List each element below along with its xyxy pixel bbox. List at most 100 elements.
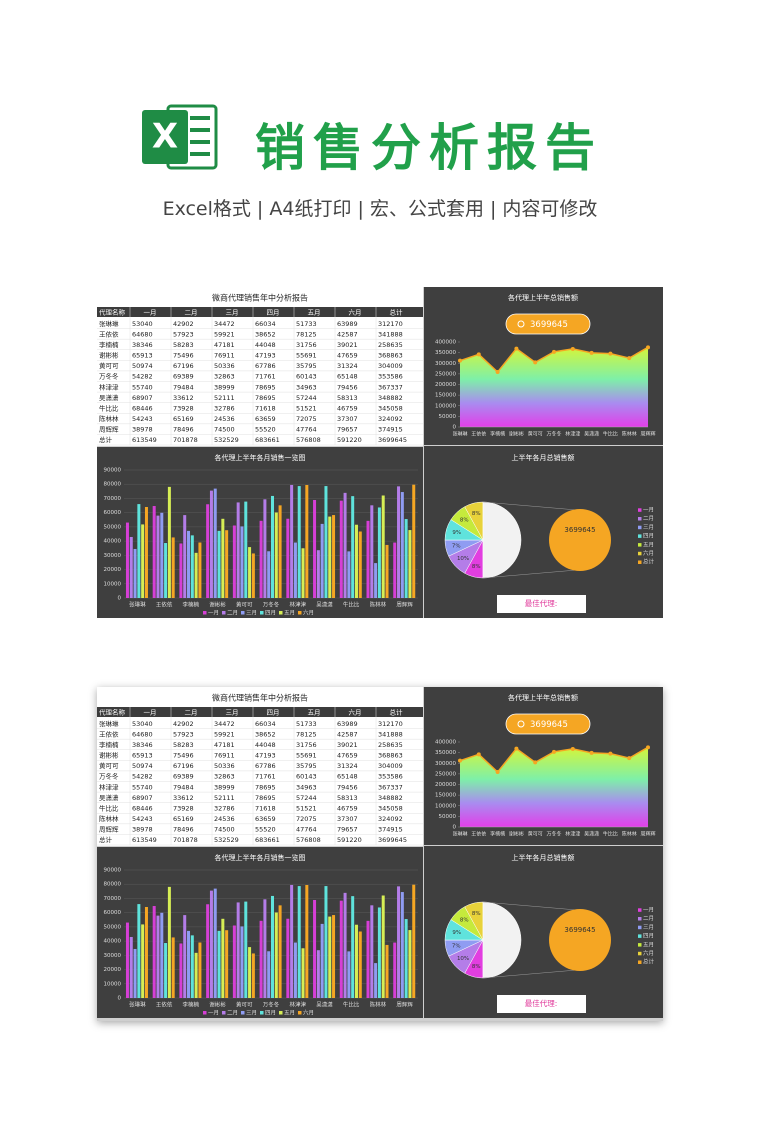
bar xyxy=(408,530,412,598)
table-cell: 32786 xyxy=(214,804,235,812)
point xyxy=(514,346,519,351)
table-cell: 353586 xyxy=(378,373,403,381)
y-tick-label: 100000 xyxy=(435,803,456,809)
legend-swatch xyxy=(638,534,642,538)
legend-swatch xyxy=(203,611,207,615)
badge-value: 3699645 xyxy=(530,720,568,730)
table-cell: 陈林林 xyxy=(99,814,119,823)
bar xyxy=(156,915,160,998)
table-cell: 78496 xyxy=(173,426,194,434)
table-cell: 总计 xyxy=(99,435,113,444)
excel-icon: X xyxy=(142,104,218,170)
bar xyxy=(244,901,248,998)
y-tick-label: 250000 xyxy=(435,371,456,377)
bar xyxy=(236,502,240,598)
bar xyxy=(328,916,332,998)
bar xyxy=(167,486,171,598)
bar xyxy=(141,924,145,998)
legend-swatch xyxy=(222,1011,226,1015)
bar xyxy=(366,920,370,998)
table-cell: 576808 xyxy=(296,836,321,844)
bar xyxy=(232,925,236,998)
legend-swatch xyxy=(203,1011,207,1015)
bar xyxy=(171,937,175,998)
badge-icon xyxy=(517,720,525,728)
x-tick-label: 黄可可 xyxy=(528,831,543,838)
bar xyxy=(343,492,347,598)
y-tick-label: 90000 xyxy=(104,468,122,474)
legend-swatch xyxy=(638,551,642,556)
legend-swatch xyxy=(260,611,264,615)
table-cell: 24536 xyxy=(214,815,235,823)
table-cell: 78695 xyxy=(255,794,276,802)
legend-label: 四月 xyxy=(643,933,654,940)
bar xyxy=(137,904,141,998)
table-cell: 54243 xyxy=(132,815,153,823)
legend-swatch xyxy=(638,525,642,530)
table-cell: 54243 xyxy=(132,415,153,423)
bar xyxy=(293,942,297,998)
table-cell: 周辉辉 xyxy=(99,426,119,434)
table-cell: 60143 xyxy=(296,773,317,781)
page-title: 销售分析报告 xyxy=(255,119,603,177)
table-cell: 348882 xyxy=(378,394,403,402)
bar xyxy=(385,944,389,998)
table-cell: 31324 xyxy=(337,362,358,370)
table-cell: 79456 xyxy=(337,383,358,391)
pie-label: 7% xyxy=(452,943,461,949)
x-tick-label: 林津津 xyxy=(565,431,580,438)
bar xyxy=(133,948,137,998)
table-cell: 38346 xyxy=(132,341,153,349)
x-tick-label: 周辉辉 xyxy=(640,831,655,838)
x-tick-label: 牛比比 xyxy=(343,1001,360,1009)
bar xyxy=(381,495,385,598)
y-tick-label: 40000 xyxy=(104,939,122,945)
y-tick-label: 80000 xyxy=(104,482,122,488)
table-cell: 52111 xyxy=(214,394,235,402)
point xyxy=(495,770,500,775)
table-cell: 65913 xyxy=(132,752,153,760)
y-tick-label: 70000 xyxy=(104,896,122,902)
best-label: 最佳代理: xyxy=(525,598,558,608)
table-cell: 3699645 xyxy=(378,436,407,444)
bar xyxy=(164,543,168,598)
legend-swatch xyxy=(298,611,302,615)
table-cell: 47193 xyxy=(255,352,276,360)
x-tick-label: 李楠楠 xyxy=(490,831,505,838)
table-cell: 54282 xyxy=(132,773,153,781)
table-cell: 55740 xyxy=(132,383,153,391)
table-cell: 张琳琳 xyxy=(99,719,119,728)
table-cell: 324092 xyxy=(378,815,403,823)
table-cell: 65169 xyxy=(173,415,194,423)
y-tick-label: 20000 xyxy=(104,567,122,573)
table-cell: 78695 xyxy=(255,394,276,402)
table-cell: 64680 xyxy=(132,730,153,738)
y-tick-label: 40000 xyxy=(104,539,122,545)
table-cell: 31756 xyxy=(296,741,317,749)
legend-swatch xyxy=(638,960,642,964)
table-cell: 陈林林 xyxy=(99,414,119,423)
point xyxy=(627,356,632,361)
table-cell: 37307 xyxy=(337,415,358,423)
pie-label: 9% xyxy=(452,530,461,536)
table-cell: 32863 xyxy=(214,773,235,781)
bar xyxy=(259,520,263,598)
legend-swatch xyxy=(638,508,642,512)
table-cell: 李楠楠 xyxy=(99,740,119,749)
point xyxy=(552,349,556,354)
bar xyxy=(366,520,370,598)
bar xyxy=(271,495,274,598)
table-cell: 55691 xyxy=(296,752,317,760)
best-box xyxy=(497,995,586,1013)
table-cell: 65148 xyxy=(337,373,358,381)
table-cell: 701878 xyxy=(173,836,198,844)
bar xyxy=(156,515,160,598)
y-tick-label: 150000 xyxy=(435,393,456,399)
table-cell: 47181 xyxy=(214,741,235,749)
table-cell: 78125 xyxy=(296,330,317,338)
table-cell: 58283 xyxy=(173,741,194,749)
legend-label: 四月 xyxy=(265,610,276,617)
table-cell: 44048 xyxy=(255,341,276,349)
table-header-cell: 三月 xyxy=(226,309,239,317)
bar xyxy=(278,905,282,998)
